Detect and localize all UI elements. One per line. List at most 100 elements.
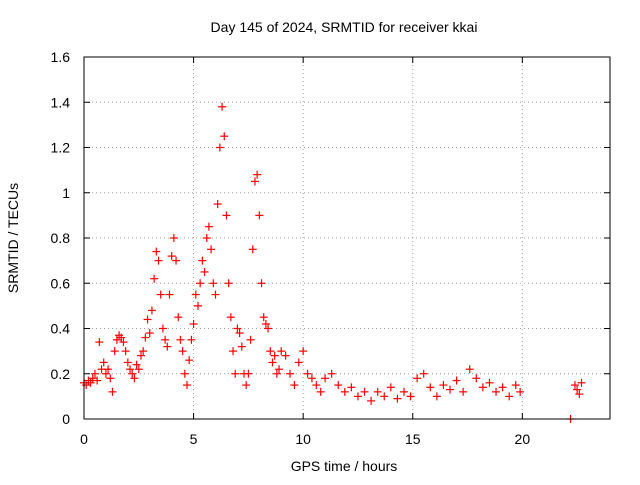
data-point	[413, 374, 422, 383]
x-axis-label: GPS time / hours	[291, 458, 398, 474]
data-point	[204, 222, 213, 231]
axis-ticks	[83, 56, 610, 420]
data-point	[112, 335, 121, 344]
data-point	[264, 324, 273, 333]
data-point	[321, 374, 330, 383]
data-point	[90, 369, 99, 378]
data-point	[106, 374, 115, 383]
data-point	[110, 347, 119, 356]
data-point	[147, 306, 156, 315]
data-point	[101, 369, 110, 378]
data-point	[95, 338, 104, 347]
data-point	[200, 267, 209, 276]
data-point	[246, 335, 255, 344]
data-point	[253, 170, 262, 179]
data-point	[180, 369, 189, 378]
data-point	[158, 324, 167, 333]
data-point	[233, 324, 242, 333]
data-point	[183, 381, 192, 390]
data-point	[261, 319, 270, 328]
data-point	[235, 329, 244, 338]
data-point	[141, 333, 150, 342]
data-point	[130, 374, 139, 383]
y-tick-label: 0.8	[51, 230, 71, 246]
data-point	[367, 396, 376, 405]
chart-title: Day 145 of 2024, SRMTID for receiver kka…	[211, 19, 478, 35]
data-point	[123, 358, 132, 367]
data-point	[419, 369, 428, 378]
data-point	[211, 290, 220, 299]
data-point	[577, 378, 586, 387]
data-point	[117, 333, 126, 342]
data-point	[176, 335, 185, 344]
data-point	[303, 369, 312, 378]
data-point	[222, 211, 231, 220]
data-point	[213, 200, 222, 209]
data-point	[220, 132, 229, 141]
data-point	[334, 381, 343, 390]
y-axis-label: SRMTID / TECUs	[5, 183, 21, 293]
data-point	[386, 383, 395, 392]
data-point	[290, 381, 299, 390]
y-tick-label: 1.2	[51, 140, 71, 156]
data-point	[229, 347, 238, 356]
data-point	[316, 387, 325, 396]
data-point	[156, 290, 165, 299]
data-point	[432, 392, 441, 401]
data-point	[244, 369, 253, 378]
y-tick-label: 1.6	[51, 49, 71, 65]
data-point	[128, 369, 137, 378]
data-point	[399, 387, 408, 396]
data-point	[119, 338, 128, 347]
data-point	[134, 365, 143, 374]
data-point	[169, 234, 178, 242]
data-point	[511, 381, 520, 390]
data-point	[99, 358, 108, 367]
data-point	[207, 245, 216, 254]
data-point	[406, 392, 415, 401]
data-point	[505, 392, 514, 401]
data-point	[393, 394, 402, 403]
data-point	[492, 387, 501, 396]
data-point	[163, 342, 172, 351]
data-point	[294, 358, 303, 367]
data-point	[86, 378, 95, 387]
data-point	[154, 256, 163, 265]
data-point	[121, 347, 130, 356]
data-point	[237, 342, 246, 351]
data-point	[439, 381, 448, 390]
x-tick-label: 0	[80, 431, 88, 447]
data-point	[108, 387, 117, 396]
data-point	[465, 365, 474, 374]
data-point	[270, 351, 279, 360]
data-point	[268, 358, 277, 367]
data-point	[281, 351, 290, 360]
x-tick-label: 20	[515, 431, 531, 447]
data-point	[250, 177, 259, 186]
data-point	[126, 365, 135, 374]
y-tick-label: 0.4	[51, 321, 71, 337]
data-point	[257, 279, 266, 288]
data-point	[452, 376, 461, 385]
data-point	[340, 387, 349, 396]
data-point	[255, 211, 264, 220]
data-point	[426, 383, 435, 392]
data-point	[215, 143, 224, 152]
data-point	[498, 383, 507, 392]
x-tick-label: 15	[405, 431, 421, 447]
data-point	[193, 301, 202, 310]
data-point	[178, 347, 187, 356]
data-point	[275, 365, 284, 374]
data-point	[248, 245, 257, 254]
data-point	[242, 381, 251, 390]
data-point	[266, 347, 275, 356]
data-point	[380, 392, 389, 401]
y-tick-label: 0.2	[51, 366, 71, 382]
data-point	[209, 279, 218, 288]
data-point	[132, 360, 141, 369]
data-point	[150, 274, 159, 283]
data-point	[152, 247, 161, 256]
data-point	[88, 374, 97, 383]
